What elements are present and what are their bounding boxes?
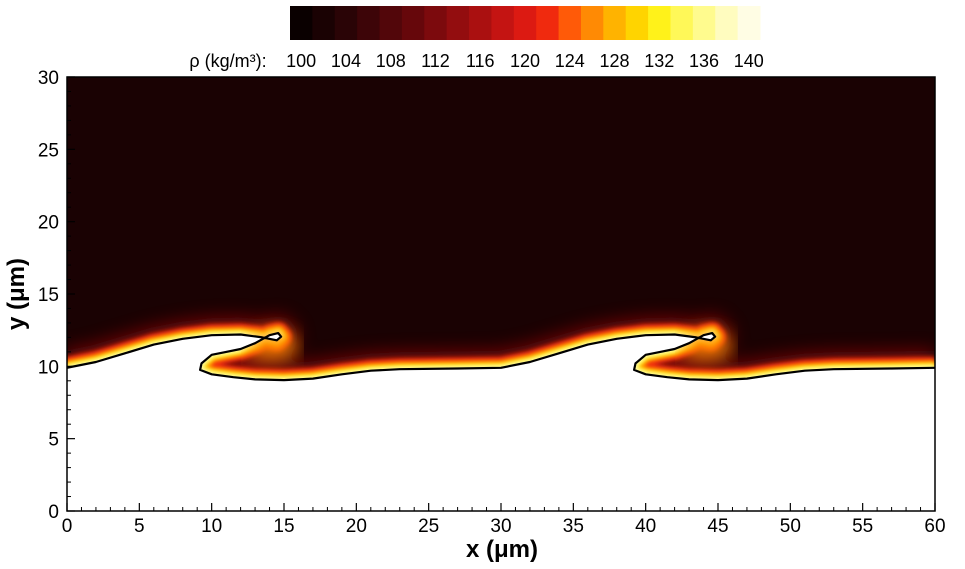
y-tick-label: 25 bbox=[38, 140, 59, 161]
interface-contour-line bbox=[67, 332, 935, 382]
y-axis-ticks: 0 5 10 15 20 25 30 bbox=[38, 68, 75, 523]
y-tick-label: 0 bbox=[48, 502, 59, 523]
plot-area bbox=[67, 77, 935, 511]
colorbar-tick-label: 132 bbox=[644, 51, 674, 71]
colorbar-swatch bbox=[513, 6, 537, 40]
x-axis-title: x (μm) bbox=[466, 536, 538, 563]
colorbar-swatch bbox=[469, 6, 492, 40]
y-tick-label: 10 bbox=[38, 357, 59, 378]
colorbar-title: ρ (kg/m³): bbox=[189, 51, 266, 71]
y-axis-title: y (μm) bbox=[3, 258, 30, 330]
colorbar bbox=[290, 6, 761, 40]
colorbar-swatch bbox=[737, 6, 761, 40]
x-tick-label: 40 bbox=[635, 516, 656, 537]
colorbar-tick-label: 100 bbox=[286, 51, 316, 71]
colorbar-swatch bbox=[580, 6, 604, 40]
x-tick-label: 60 bbox=[924, 516, 945, 537]
colorbar-swatch bbox=[357, 6, 381, 40]
y-tick-label: 15 bbox=[38, 285, 59, 306]
colorbar-tick-label: 108 bbox=[376, 51, 406, 71]
colorbar-tick-label: 120 bbox=[510, 51, 540, 71]
colorbar-swatch bbox=[401, 6, 425, 40]
x-tick-label: 5 bbox=[134, 516, 145, 537]
y-tick-label: 5 bbox=[48, 430, 59, 451]
colorbar-tick-label: 112 bbox=[421, 51, 450, 71]
colorbar-swatch bbox=[715, 6, 739, 40]
x-tick-label: 0 bbox=[62, 516, 73, 537]
y-tick-label: 20 bbox=[38, 213, 59, 234]
colorbar-tick-labels: 100 104 108 112 116 120 124 128 132 136 140 bbox=[286, 51, 764, 71]
colorbar-swatch bbox=[603, 6, 627, 40]
x-tick-label: 55 bbox=[852, 516, 873, 537]
colorbar-swatch bbox=[446, 6, 470, 40]
colorbar-swatch bbox=[312, 6, 336, 40]
colorbar-swatch bbox=[670, 6, 694, 40]
colorbar-swatch bbox=[379, 6, 403, 40]
x-axis-ticks: 0 5 10 15 20 25 30 35 40 45 50 55 60 bbox=[62, 503, 946, 537]
x-tick-label: 30 bbox=[490, 516, 511, 537]
x-tick-label: 10 bbox=[201, 516, 222, 537]
x-tick-label: 25 bbox=[418, 516, 439, 537]
lower-fluid-region bbox=[67, 333, 935, 511]
colorbar-tick-label: 140 bbox=[734, 51, 764, 71]
colorbar-tick-label: 116 bbox=[466, 51, 495, 71]
x-tick-label: 50 bbox=[780, 516, 801, 537]
x-tick-label: 20 bbox=[346, 516, 367, 537]
colorbar-swatch bbox=[334, 6, 358, 40]
colorbar-swatch bbox=[290, 6, 313, 40]
colorbar-swatch bbox=[491, 6, 515, 40]
colorbar-swatch bbox=[692, 6, 716, 40]
y-tick-label: 30 bbox=[38, 68, 59, 89]
x-tick-label: 45 bbox=[707, 516, 728, 537]
colorbar-swatch bbox=[625, 6, 649, 40]
x-tick-label: 35 bbox=[563, 516, 584, 537]
colorbar-tick-label: 128 bbox=[600, 51, 630, 71]
colorbar-swatch bbox=[558, 6, 582, 40]
colorbar-swatch bbox=[424, 6, 448, 40]
colorbar-tick-label: 136 bbox=[689, 51, 719, 71]
colorbar-tick-label: 124 bbox=[555, 51, 585, 71]
colorbar-swatch bbox=[536, 6, 560, 40]
x-tick-label: 15 bbox=[273, 516, 294, 537]
colorbar-swatch bbox=[648, 6, 671, 40]
colorbar-tick-label: 104 bbox=[331, 51, 361, 71]
